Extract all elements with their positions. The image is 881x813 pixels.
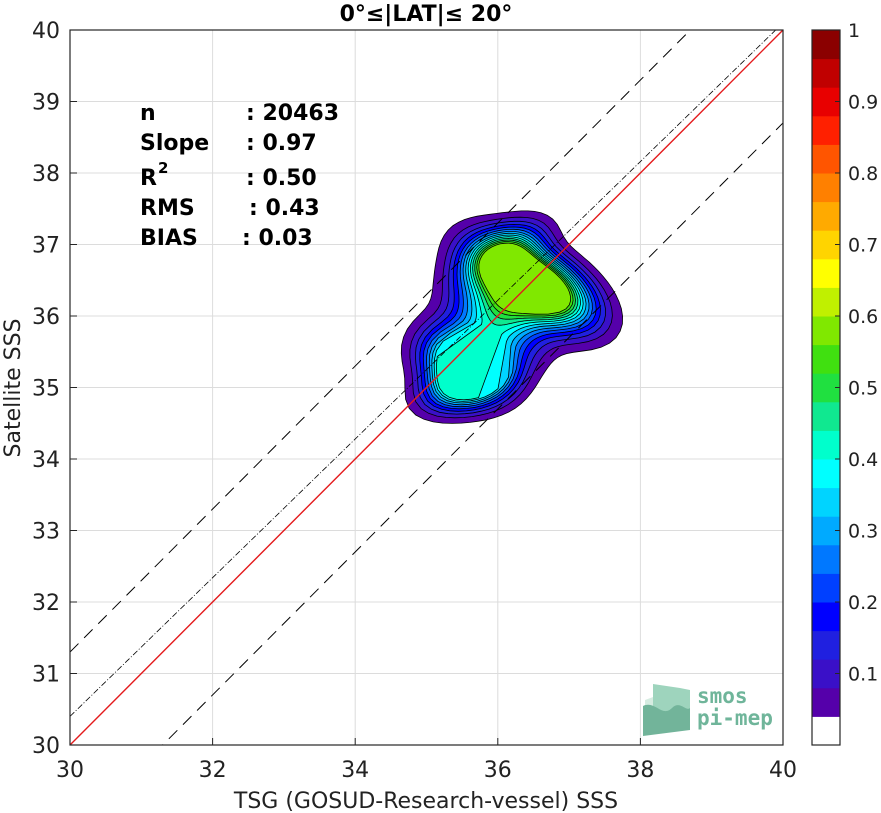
stats-box: n : 20463 Slope : 0.97 R 2 : 0.50 RMS : … — [140, 101, 339, 251]
colorbar-swatch — [812, 30, 840, 60]
colorbar-swatch — [812, 287, 840, 317]
colorbar-swatch — [812, 344, 840, 374]
colorbar-tick-label: 1 — [848, 20, 860, 42]
upper-bound-dashed-line — [70, 30, 692, 653]
y-tick-label: 39 — [32, 91, 60, 116]
stat-n-label: n — [140, 101, 156, 126]
chart-title: 0°≤|LAT|≤ 20° — [340, 2, 513, 27]
x-tick-label: 36 — [484, 758, 512, 783]
colorbar-tick-label: 0.7 — [848, 235, 878, 257]
colorbar-tick-label: 0.3 — [848, 521, 878, 543]
colorbar-swatch — [812, 573, 840, 603]
stat-r2-label: R — [140, 166, 157, 191]
y-tick-label: 30 — [32, 734, 60, 759]
colorbar-tick-label: 0.4 — [848, 449, 878, 471]
reference-lines — [70, 30, 783, 745]
colorbar-swatch — [812, 58, 840, 88]
x-axis-label: TSG (GOSUD-Research-vessel) SSS — [233, 789, 618, 813]
colorbar-tick-label: 0.9 — [848, 92, 878, 114]
colorbar-tick-label: 0.8 — [848, 163, 878, 185]
colorbar-tick-label: 0.5 — [848, 378, 878, 400]
y-tick-label: 34 — [32, 448, 60, 473]
x-tick-label: 32 — [199, 758, 227, 783]
colorbar-swatch — [812, 687, 840, 717]
y-tick-label: 31 — [32, 663, 60, 688]
colorbar-swatch — [812, 716, 840, 746]
colorbar-tick-label: 0.2 — [848, 592, 878, 614]
y-tick-label: 35 — [32, 377, 60, 402]
colorbar-tick-label: 0.6 — [848, 306, 878, 328]
colorbar-swatch — [812, 630, 840, 660]
y-axis-label: Satellite SSS — [1, 319, 26, 458]
lower-bound-dashed-line — [161, 122, 783, 745]
stat-slope-label: Slope — [140, 131, 209, 156]
colorbar-swatch — [812, 430, 840, 460]
y-tick-label: 37 — [32, 234, 60, 259]
one-to-one-line — [70, 30, 783, 745]
x-tick-label: 40 — [769, 758, 797, 783]
stat-r2-value: : 0.50 — [246, 166, 317, 191]
y-axis-ticks: 30 31 32 33 34 35 36 37 38 39 40 — [32, 19, 77, 759]
stat-bias-label: BIAS — [140, 226, 198, 251]
x-tick-label: 34 — [341, 758, 369, 783]
colorbar — [812, 30, 840, 746]
colorbar-swatch — [812, 487, 840, 517]
colorbar-swatch — [812, 602, 840, 632]
colorbar-swatch — [812, 401, 840, 431]
colorbar-swatch — [812, 173, 840, 203]
colorbar-tick-label: 0.1 — [848, 664, 878, 686]
colorbar-swatch — [812, 115, 840, 145]
colorbar-swatch — [812, 144, 840, 174]
y-tick-label: 40 — [32, 19, 60, 44]
y-tick-label: 32 — [32, 591, 60, 616]
colorbar-swatch — [812, 544, 840, 574]
stat-r2-superscript: 2 — [158, 159, 168, 177]
stat-slope-value: : 0.97 — [246, 131, 317, 156]
y-tick-label: 33 — [32, 520, 60, 545]
x-tick-label: 30 — [56, 758, 84, 783]
y-tick-label: 38 — [32, 162, 60, 187]
regression-fit-line — [70, 30, 777, 717]
logo-text-smos: smos — [697, 684, 748, 708]
x-tick-label: 38 — [626, 758, 654, 783]
logo-text-pi-mep: pi-mep — [697, 706, 773, 730]
colorbar-swatch — [812, 201, 840, 231]
y-tick-label: 36 — [32, 305, 60, 330]
smos-pi-mep-logo: smos pi-mep — [643, 684, 773, 736]
colorbar-swatch — [812, 316, 840, 346]
colorbar-swatch — [812, 258, 840, 288]
stat-bias-value: : 0.03 — [242, 226, 313, 251]
colorbar-swatch — [812, 459, 840, 489]
colorbar-ticks: 0.1 0.2 0.3 0.4 0.5 0.6 0.7 0.8 0.9 1 — [835, 20, 878, 686]
stat-rms-label: RMS — [140, 196, 195, 221]
stat-rms-value: : 0.43 — [249, 196, 320, 221]
stat-n-value: : 20463 — [246, 101, 339, 126]
x-axis-ticks: 30 32 34 36 38 40 — [56, 738, 797, 783]
